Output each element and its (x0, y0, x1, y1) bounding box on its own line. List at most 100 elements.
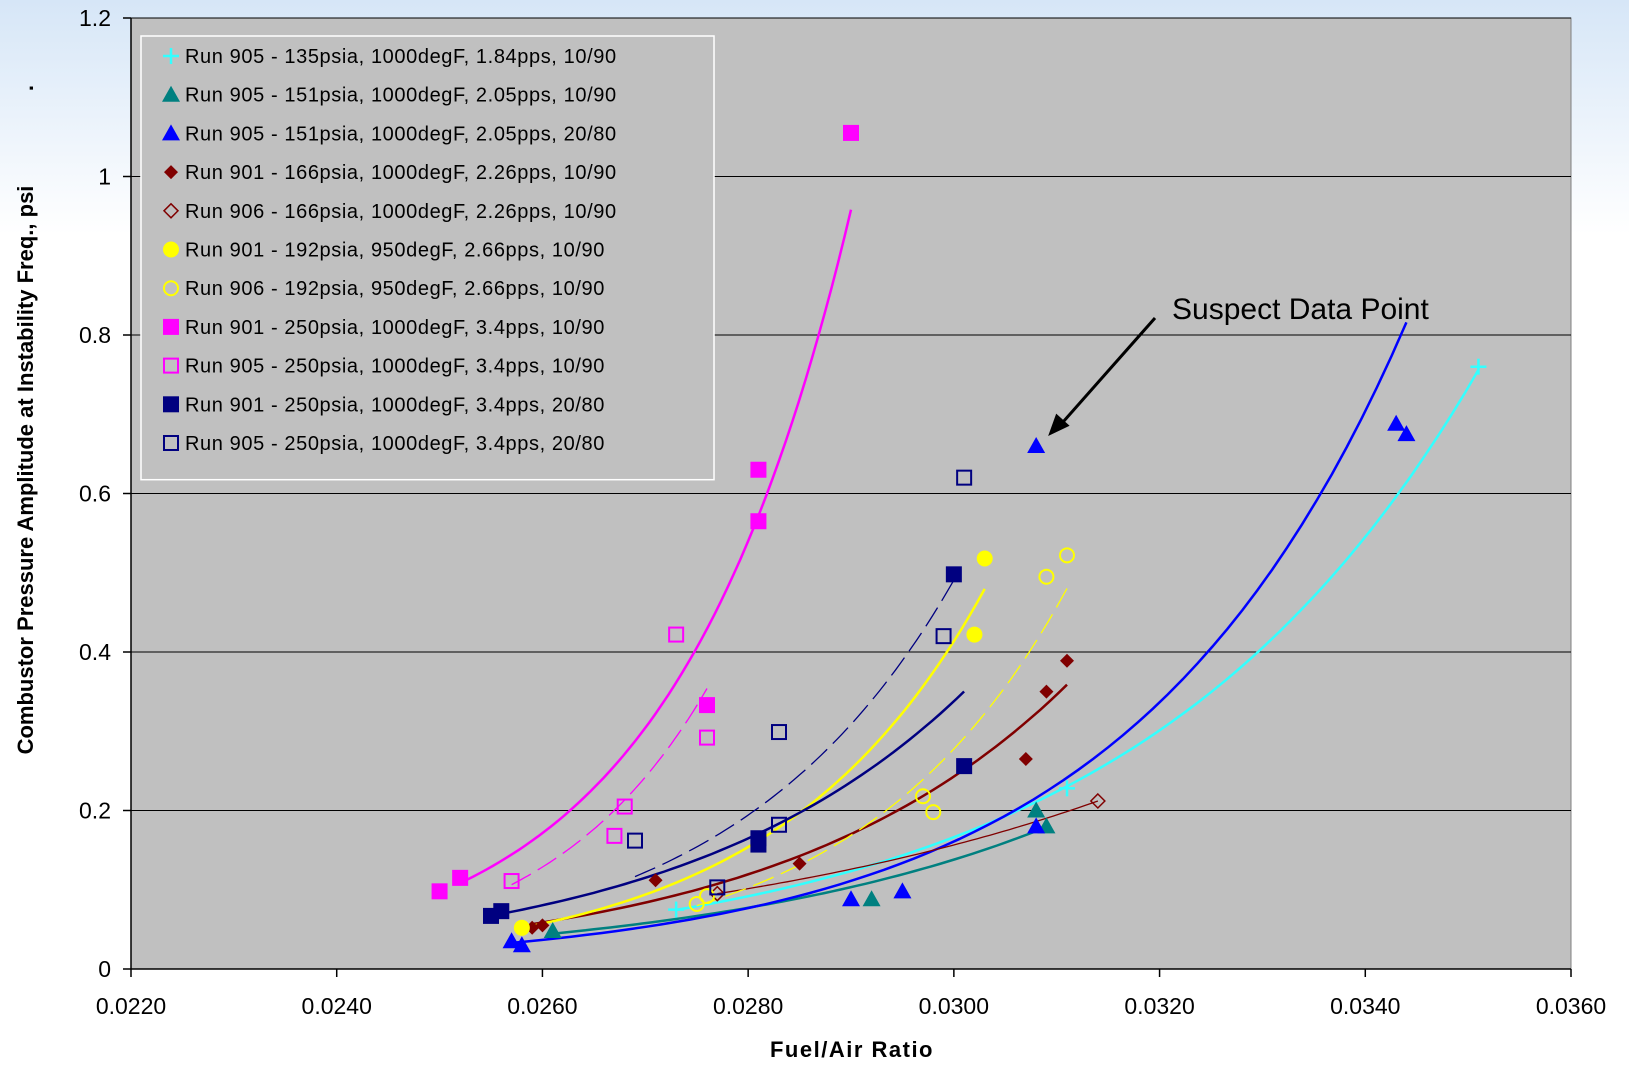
y-tick-label: 1 (98, 164, 111, 190)
marker-series-9 (945, 566, 962, 583)
trendline-series-9 (490, 690, 965, 918)
trendline-series-7 (459, 209, 853, 885)
legend-marker (163, 241, 179, 258)
marker-series-1 (1027, 801, 1046, 818)
legend-marker (163, 357, 179, 374)
y-axis-title: Combustor Pressure Amplitude at Instabil… (13, 186, 38, 755)
trendline-series-10 (634, 579, 955, 878)
annotation-arrowhead (1048, 413, 1070, 436)
legend-marker (162, 202, 180, 219)
marker-series-2 (842, 890, 860, 907)
marker-series-10 (709, 879, 726, 896)
marker-series-6 (1038, 568, 1055, 585)
y-tick-label: 0.6 (79, 481, 111, 507)
legend-entry: Run 905 - 151psia, 1000degF, 2.05pps, 20… (185, 123, 617, 145)
marker-series-4 (1089, 792, 1106, 810)
marker-series-8 (503, 873, 520, 890)
y-tick-label: 0.8 (79, 322, 111, 348)
marker-series-10 (771, 816, 787, 833)
marker-series-9 (956, 758, 973, 775)
y-tick-label: 0.2 (79, 798, 111, 824)
marker-series-3 (1060, 653, 1074, 668)
x-axis-title: Fuel/Air Ratio (770, 1037, 934, 1062)
marker-series-2 (1027, 817, 1046, 834)
marker-series-5 (513, 919, 530, 936)
marker-series-6 (1059, 547, 1075, 564)
y-tick-label: 0 (98, 956, 111, 982)
x-tick-label: 0.0240 (302, 993, 372, 1019)
legend-marker (162, 85, 180, 102)
x-tick-label: 0.0220 (96, 993, 166, 1019)
trendline-series-6 (696, 588, 1068, 907)
marker-series-2 (893, 882, 912, 899)
marker-series-3 (535, 918, 550, 933)
legend-box (140, 35, 715, 481)
y-tick-label: 1.2 (79, 5, 111, 31)
marker-series-2 (1027, 436, 1046, 453)
marker-series-1 (862, 890, 881, 907)
marker-series-6 (915, 788, 931, 805)
marker-series-2 (1397, 425, 1416, 442)
legend-marker (163, 435, 179, 451)
marker-series-7 (843, 124, 859, 141)
marker-series-1 (543, 921, 562, 938)
marker-series-5 (966, 626, 983, 643)
legend-entry: Run 901 - 192psia, 950degF, 2.66pps, 10/… (185, 240, 605, 262)
marker-series-10 (956, 469, 973, 486)
x-tick-label: 0.0340 (1330, 993, 1400, 1019)
marker-series-3 (792, 856, 807, 871)
legend: Run 905 - 135psia, 1000degF, 1.84pps, 10… (140, 35, 715, 481)
marker-series-7 (452, 869, 469, 886)
legend-entry: Run 905 - 250psia, 1000degF, 3.4pps, 10/… (185, 356, 605, 378)
trendline-series-0 (675, 369, 1480, 912)
y-tick-label: 0.4 (79, 639, 111, 665)
marker-series-9 (750, 830, 767, 847)
marker-series-8 (616, 798, 633, 815)
legend-marker (163, 318, 179, 335)
legend-entry: Run 905 - 135psia, 1000degF, 1.84pps, 10… (185, 46, 617, 68)
marker-series-2 (512, 936, 531, 953)
x-tick-label: 0.0360 (1536, 993, 1606, 1019)
x-tick-label: 0.0280 (713, 993, 783, 1019)
marker-series-9 (493, 903, 510, 920)
axes (130, 18, 1571, 970)
marker-series-3 (1039, 684, 1054, 699)
marker-series-0 (668, 901, 685, 918)
marker-series-8 (668, 626, 685, 643)
trendline-series-3 (531, 683, 1068, 926)
annotation: Suspect Data Point (1048, 293, 1429, 436)
marker-series-10 (627, 832, 643, 849)
y-tick-labels: 0 0.2 0.4 0.6 0.8 1 1.2 (79, 5, 111, 982)
annotation-text: Suspect Data Point (1172, 293, 1429, 326)
x-tick-label: 0.0260 (507, 993, 577, 1019)
legend-entry: Run 905 - 151psia, 1000degF, 2.05pps, 10… (185, 85, 617, 107)
legend-entry: Run 901 - 166psia, 1000degF, 2.26pps, 10… (185, 162, 617, 184)
marker-series-0 (1470, 358, 1487, 375)
trendline-series-8 (511, 688, 708, 886)
legend-marker (163, 396, 179, 413)
legend-marker (163, 280, 179, 297)
marker-series-5 (976, 550, 993, 567)
x-tick-label: 0.0300 (919, 993, 989, 1019)
legend-marker (162, 124, 180, 141)
marker-series-2 (502, 932, 521, 949)
x-tick-label: 0.0320 (1124, 993, 1194, 1019)
annotation-arrow (1061, 317, 1157, 424)
marker-series-6 (688, 896, 705, 913)
y-axis-title-suffix: . (13, 85, 38, 91)
marker-series-6 (925, 804, 942, 821)
legend-entry: Run 906 - 166psia, 1000degF, 2.26pps, 10… (185, 201, 617, 223)
marker-series-3 (1018, 751, 1033, 766)
marker-series-10 (771, 724, 787, 741)
marker-series-8 (699, 729, 715, 746)
trendline-series-1 (552, 825, 1047, 935)
marker-series-0 (1059, 780, 1075, 797)
legend-entry: Run 901 - 250psia, 1000degF, 3.4pps, 10/… (185, 317, 605, 339)
legend-marker (164, 165, 178, 180)
marker-series-7 (431, 883, 448, 900)
marker-series-7 (699, 697, 715, 714)
legend-entry: Run 906 - 192psia, 950degF, 2.66pps, 10/… (185, 278, 605, 300)
trendline-series-2 (511, 321, 1408, 945)
legend-marker (163, 48, 179, 64)
